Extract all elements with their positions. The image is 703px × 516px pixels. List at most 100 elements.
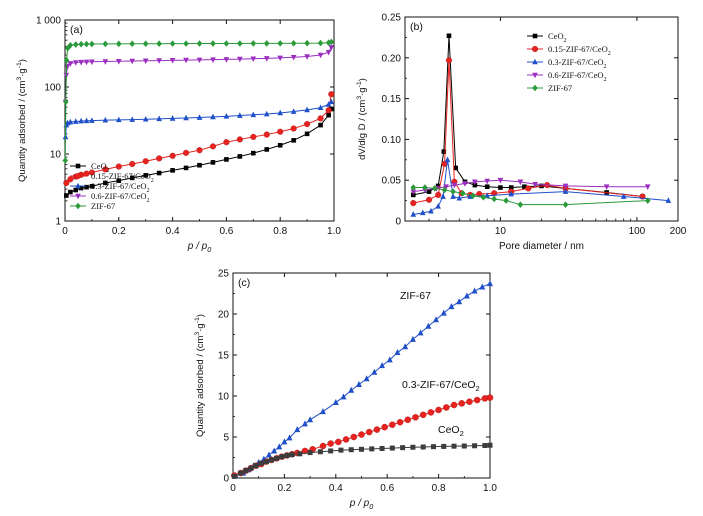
data-point [562, 183, 569, 190]
data-point [250, 133, 257, 140]
data-point [83, 40, 90, 48]
data-point [444, 156, 451, 163]
panel-b: 10 100 200 0 0.05 0.10 0.15 0.20 0.25 Pore diamet… [356, 13, 687, 253]
panel-label: (b) [410, 21, 423, 33]
data-point [286, 434, 293, 441]
data-point [453, 165, 458, 171]
data-point [68, 189, 73, 195]
data-point [487, 280, 493, 287]
data-point [517, 201, 524, 208]
data-point [358, 431, 365, 438]
data-point [223, 113, 230, 119]
data-point [156, 58, 162, 64]
data-point [142, 40, 149, 47]
data-point [317, 39, 324, 47]
data-point [279, 454, 285, 460]
data-point [224, 157, 229, 162]
data-point [210, 40, 216, 47]
x-tick-label: 10 [495, 226, 507, 237]
data-point [290, 125, 297, 132]
data-point [115, 163, 122, 170]
y-tick-label: 10 [50, 150, 62, 161]
data-point [78, 40, 84, 48]
x-tick-label: 0.8 [273, 226, 287, 237]
data-point [338, 447, 344, 453]
data-point [461, 443, 467, 449]
data-point [304, 54, 310, 60]
data-point [169, 152, 176, 159]
data-point [102, 166, 109, 173]
data-point [116, 40, 122, 48]
data-point [386, 356, 393, 363]
data-point [263, 110, 270, 117]
data-point [72, 118, 79, 124]
data-point [503, 197, 509, 204]
data-point [373, 426, 381, 433]
data-point [470, 192, 476, 200]
x-tick-label: 0.8 [432, 483, 446, 494]
series-0-3-zif-67-ceo2 [410, 156, 672, 217]
data-point [472, 179, 478, 186]
data-point [328, 448, 334, 454]
data-point [243, 468, 249, 474]
data-point [319, 408, 326, 415]
data-point [169, 40, 176, 47]
data-point [410, 199, 417, 207]
legend-entry: 0.3-ZIF-67/CeO2 [548, 57, 607, 70]
data-point [441, 186, 448, 194]
data-point [223, 40, 230, 47]
panel-label: (c) [238, 277, 250, 289]
data-point [665, 197, 672, 203]
data-point [83, 117, 90, 124]
data-point [89, 40, 95, 48]
data-point [363, 375, 370, 382]
x-tick-label: 0.2 [277, 483, 291, 494]
data-point [446, 33, 452, 39]
data-point [277, 40, 283, 47]
legend-entry: 0.15-ZIF-67/CeO2 [91, 171, 154, 184]
data-point [223, 139, 230, 146]
data-point [129, 58, 136, 65]
data-point [443, 404, 450, 411]
data-point [410, 189, 417, 195]
legend-marker [75, 163, 81, 169]
data-point [419, 411, 427, 419]
data-point [450, 188, 456, 195]
data-point [294, 426, 301, 433]
data-point [307, 416, 314, 423]
data-point [264, 147, 270, 152]
data-point [412, 414, 419, 421]
data-point [231, 473, 237, 479]
y-tick-label: 100 [44, 83, 61, 94]
legend-entry: CeO2 [91, 161, 110, 174]
data-point [350, 433, 358, 441]
y-tick-label: 0 [223, 474, 229, 485]
data-point [319, 442, 327, 450]
data-point [271, 447, 278, 454]
data-point [237, 154, 243, 159]
data-point [348, 386, 355, 393]
data-point [277, 128, 284, 135]
data-point [102, 116, 109, 123]
data-point [522, 184, 527, 190]
data-point [290, 54, 297, 61]
data-point [276, 443, 283, 450]
data-point [64, 193, 69, 198]
data-point [67, 176, 74, 183]
data-point [379, 362, 386, 369]
data-point [304, 106, 310, 113]
x-tick-label: 100 [629, 226, 646, 237]
data-point [63, 98, 69, 106]
data-point [325, 101, 332, 107]
data-point [327, 440, 334, 447]
data-point [473, 396, 481, 404]
series-line [64, 41, 332, 161]
data-point [62, 157, 69, 164]
data-point [389, 421, 396, 428]
legend: CeO20.15-ZIF-67/CeO20.3-ZIF-67/CeO20.6-Z… [527, 31, 611, 93]
x-axis-label: p / p0 [349, 498, 373, 511]
data-point [450, 401, 458, 409]
data-point [183, 165, 189, 171]
data-point [63, 179, 70, 186]
panel-label: (a) [70, 24, 83, 36]
